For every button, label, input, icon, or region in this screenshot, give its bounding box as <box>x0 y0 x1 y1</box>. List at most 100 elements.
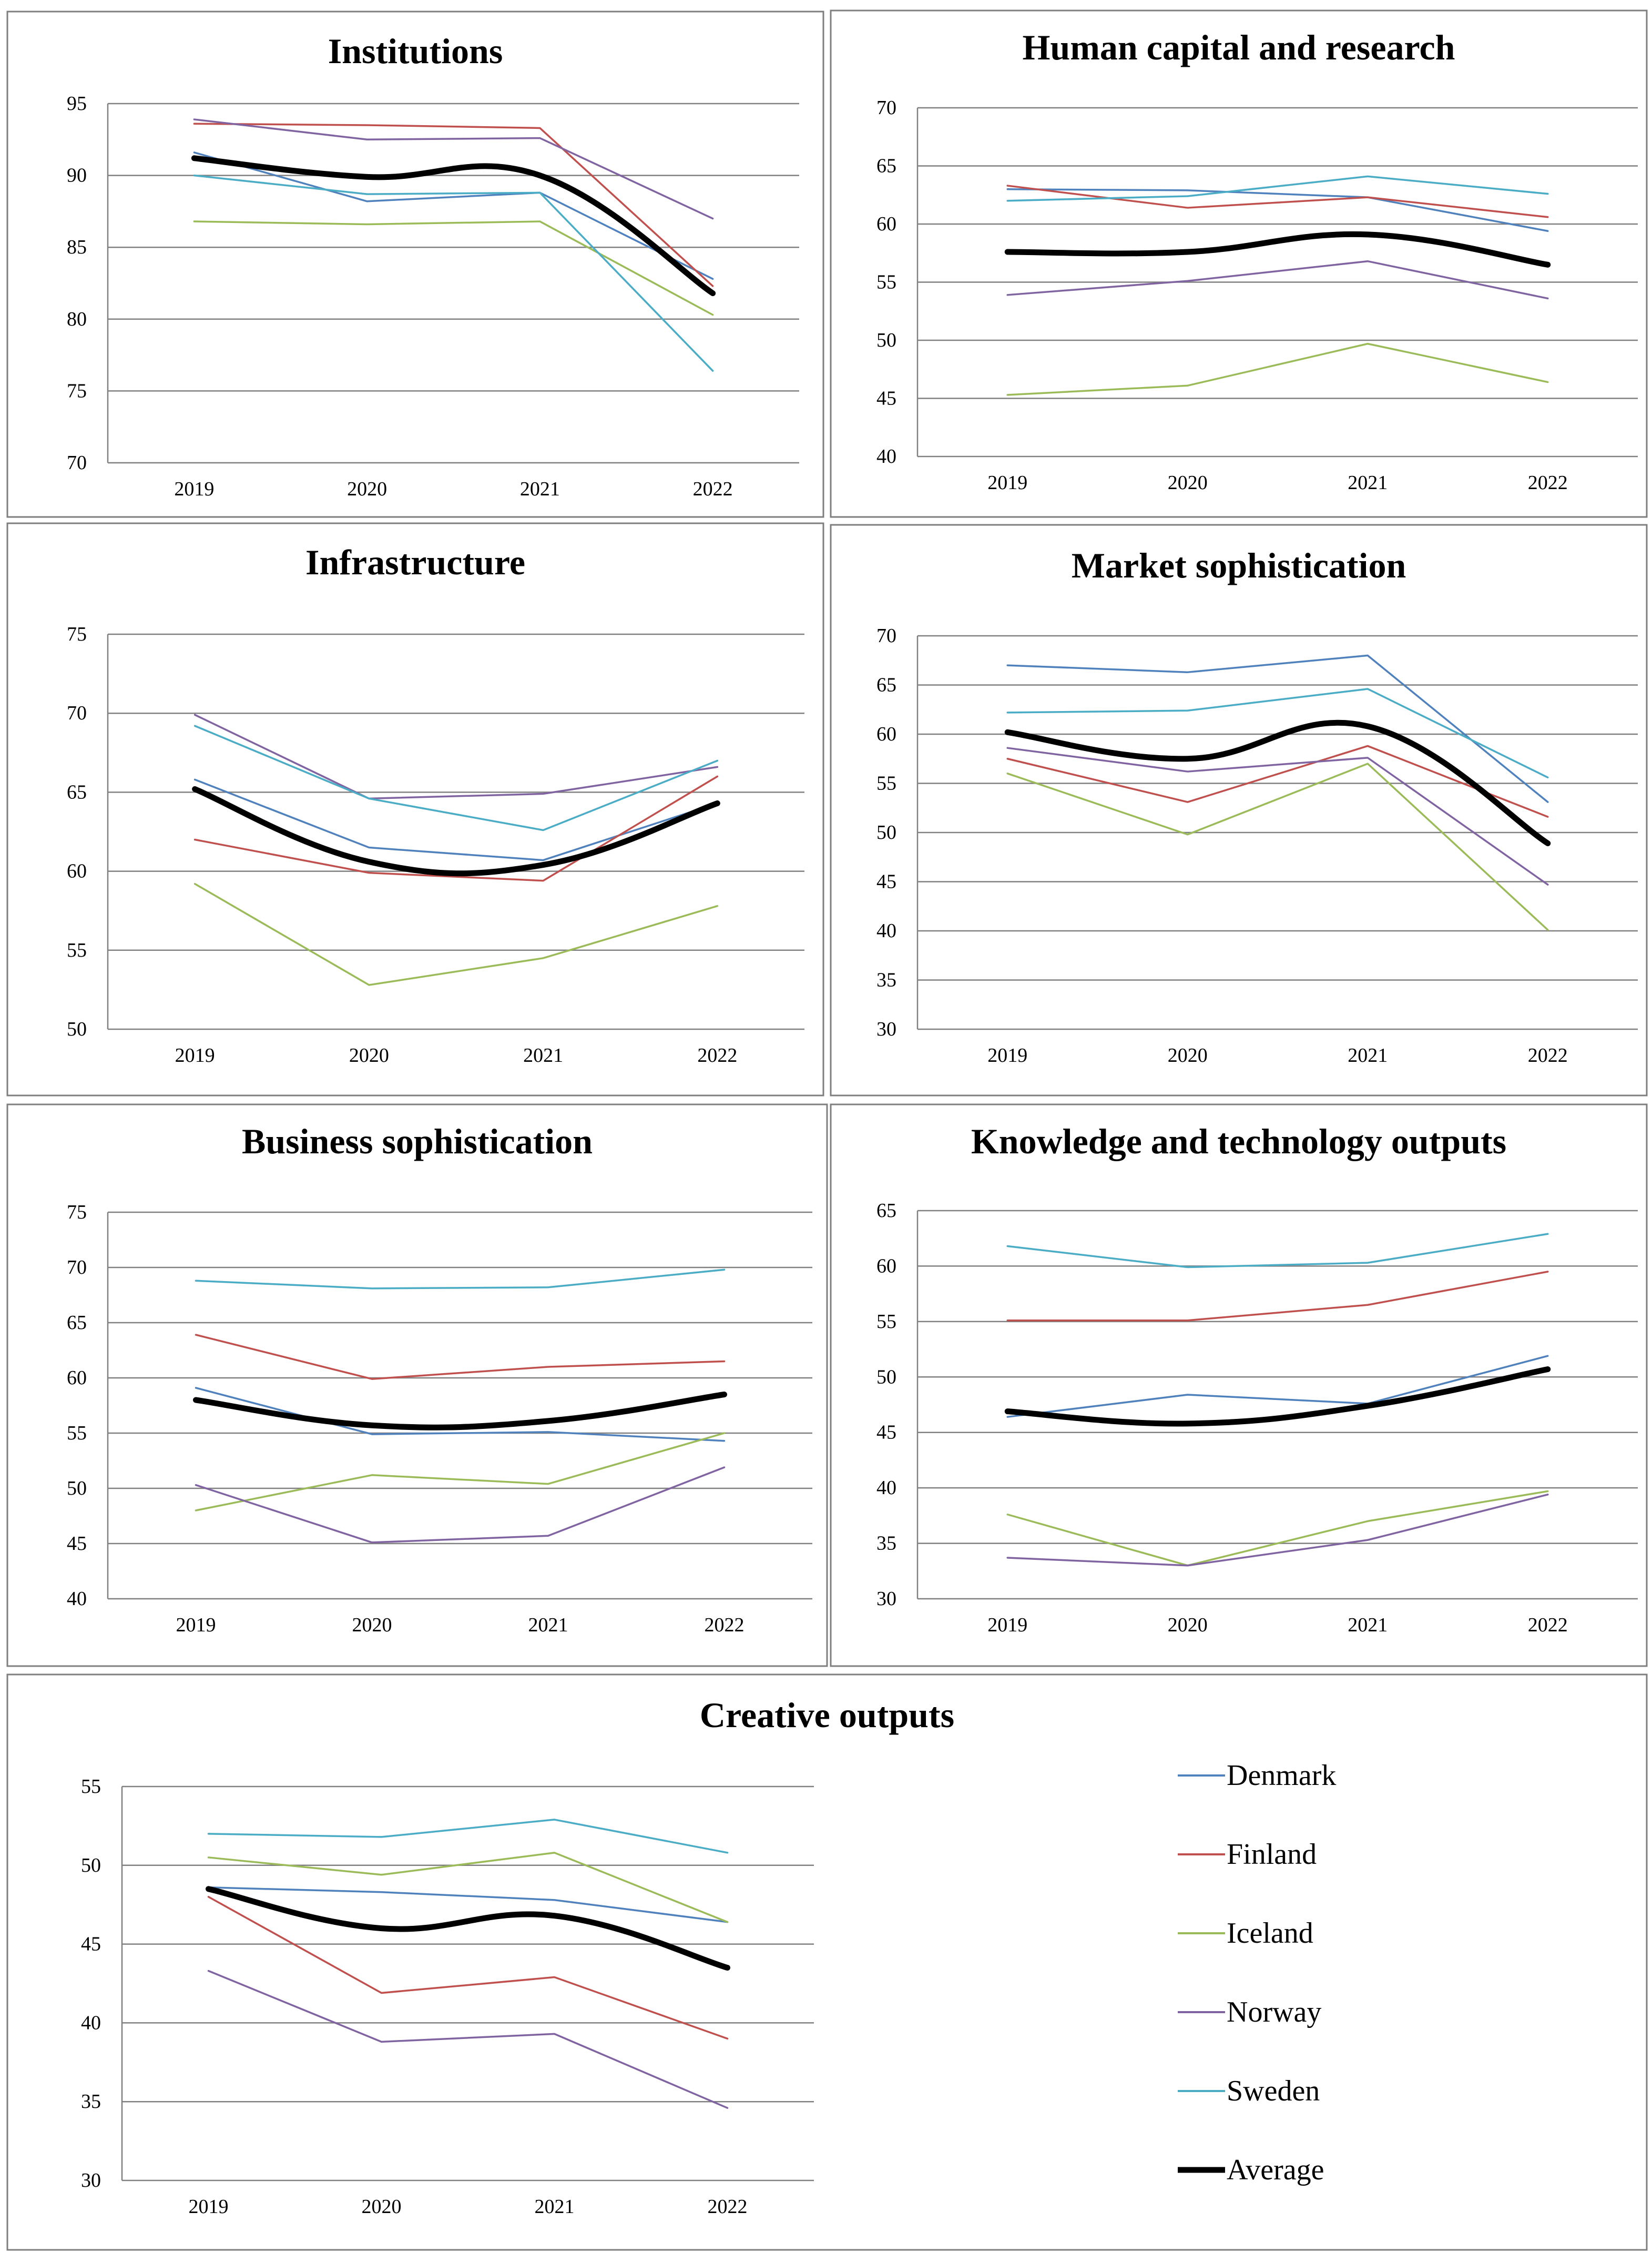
series-line-norway <box>207 1970 729 2109</box>
series-line-sweden <box>193 174 714 372</box>
x-tick-label: 2019 <box>174 478 214 500</box>
chart-title: Knowledge and technology outputs <box>971 1121 1506 1161</box>
y-tick-label: 30 <box>876 1018 896 1040</box>
chart-knowledge-and-technology-outputs: Knowledge and technology outputs 30 35 40 45… <box>830 1103 1648 1667</box>
series-line-denmark <box>1006 188 1549 232</box>
x-tick-label: 2021 <box>520 478 560 500</box>
legend-label-sweden: Sweden <box>1227 2075 1320 2107</box>
series-line-iceland <box>195 1432 726 1511</box>
chart-title: Institutions <box>328 31 503 71</box>
series-line-finland <box>207 1895 729 2040</box>
x-tick-label: 2021 <box>528 1614 568 1636</box>
y-tick-label: 30 <box>81 2169 101 2191</box>
series-line-iceland <box>193 220 714 316</box>
y-tick-label: 50 <box>876 1366 896 1388</box>
chart-title: Human capital and research <box>1023 27 1455 67</box>
y-tick-label: 60 <box>67 860 87 882</box>
legend-label-denmark: Denmark <box>1227 1759 1336 1792</box>
series-line-iceland <box>1006 342 1549 396</box>
y-tick-label: 45 <box>81 1933 101 1955</box>
x-tick-label: 2021 <box>1348 472 1388 494</box>
y-tick-label: 55 <box>876 271 896 293</box>
series-line-finland <box>1006 1271 1549 1322</box>
series-line-average <box>206 1886 730 1971</box>
x-tick-label: 2022 <box>705 1614 745 1636</box>
y-tick-label: 50 <box>67 1477 87 1499</box>
legend-label-average: Average <box>1227 2154 1324 2186</box>
x-tick-label: 2019 <box>175 1044 215 1067</box>
series-line-finland <box>193 123 714 287</box>
x-tick-label: 2019 <box>987 1044 1027 1067</box>
series-line-denmark <box>195 1387 726 1442</box>
series-line-average <box>1004 719 1551 847</box>
panel-border <box>6 1673 1648 2251</box>
y-tick-label: 70 <box>67 702 87 724</box>
legend-label-finland: Finland <box>1227 1838 1317 1871</box>
series-line-sweden <box>1006 1233 1549 1269</box>
series-line-sweden <box>1006 688 1549 779</box>
series-line-finland <box>1006 185 1549 218</box>
y-tick-label: 80 <box>67 308 87 330</box>
series-line-iceland <box>193 882 719 986</box>
x-tick-label: 2021 <box>523 1044 563 1067</box>
y-tick-label: 40 <box>876 445 896 468</box>
panel-border <box>6 1103 828 1667</box>
series-line-finland <box>193 775 719 882</box>
x-tick-label: 2022 <box>1528 1044 1568 1067</box>
x-tick-label: 2019 <box>987 472 1027 494</box>
series-line-average <box>1004 1366 1551 1427</box>
series-line-sweden <box>193 725 719 831</box>
x-tick-label: 2020 <box>362 2196 402 2218</box>
x-tick-label: 2020 <box>1168 1614 1208 1636</box>
y-tick-label: 50 <box>67 1018 87 1040</box>
x-tick-label: 2021 <box>1348 1044 1388 1067</box>
y-tick-label: 50 <box>81 1854 101 1876</box>
panel-border <box>830 9 1648 518</box>
series-line-iceland <box>207 1852 729 1923</box>
y-tick-label: 45 <box>876 1422 896 1444</box>
series-line-average <box>192 786 720 877</box>
y-tick-label: 95 <box>67 93 87 115</box>
y-tick-label: 55 <box>67 939 87 961</box>
y-tick-label: 65 <box>876 674 896 696</box>
panel-border <box>6 522 824 1097</box>
legend: Denmark Finland Iceland Norway Sweden Average <box>1178 1759 1336 2186</box>
series-line-denmark <box>207 1886 729 1923</box>
y-tick-label: 45 <box>876 388 896 410</box>
legend-label-iceland: Iceland <box>1227 1917 1313 1950</box>
y-tick-label: 65 <box>876 155 896 177</box>
y-tick-label: 55 <box>876 773 896 795</box>
y-tick-label: 35 <box>876 969 896 991</box>
legend-label-norway: Norway <box>1227 1996 1321 2028</box>
series-line-denmark <box>1006 1355 1549 1418</box>
chart-infrastructure: Infrastructure 50 55 60 65 70 75 2019 2020 2021 20… <box>6 522 824 1097</box>
x-tick-label: 2020 <box>349 1044 389 1067</box>
y-tick-label: 35 <box>81 2091 101 2113</box>
y-tick-label: 70 <box>876 97 896 119</box>
series-line-sweden <box>207 1819 729 1854</box>
x-tick-label: 2020 <box>1168 472 1208 494</box>
series-line-average <box>191 155 716 297</box>
chart-institutions: Institutions 70 75 80 85 90 95 2019 2020 2021 2022 <box>6 11 824 518</box>
series-line-denmark <box>1006 654 1549 803</box>
series-line-norway <box>195 1466 726 1544</box>
y-tick-label: 70 <box>876 625 896 647</box>
chart-title: Business sophistication <box>242 1121 593 1161</box>
y-tick-label: 75 <box>67 1201 87 1223</box>
series-line-denmark <box>193 778 719 861</box>
x-tick-label: 2021 <box>1348 1614 1388 1636</box>
series-line-norway <box>1006 747 1549 886</box>
y-tick-label: 75 <box>67 380 87 402</box>
chart-market-sophistication: Market sophistication 30 35 40 45 50 55 60 65 70 2… <box>830 524 1648 1097</box>
x-tick-label: 2022 <box>693 478 733 500</box>
y-tick-label: 40 <box>876 1477 896 1499</box>
y-tick-label: 60 <box>876 1255 896 1277</box>
y-tick-label: 45 <box>876 871 896 893</box>
y-tick-label: 85 <box>67 236 87 258</box>
y-tick-label: 60 <box>67 1367 87 1389</box>
x-tick-label: 2022 <box>697 1044 737 1067</box>
x-tick-label: 2020 <box>352 1614 392 1636</box>
series-line-denmark <box>193 151 714 280</box>
x-tick-label: 2022 <box>1528 472 1568 494</box>
